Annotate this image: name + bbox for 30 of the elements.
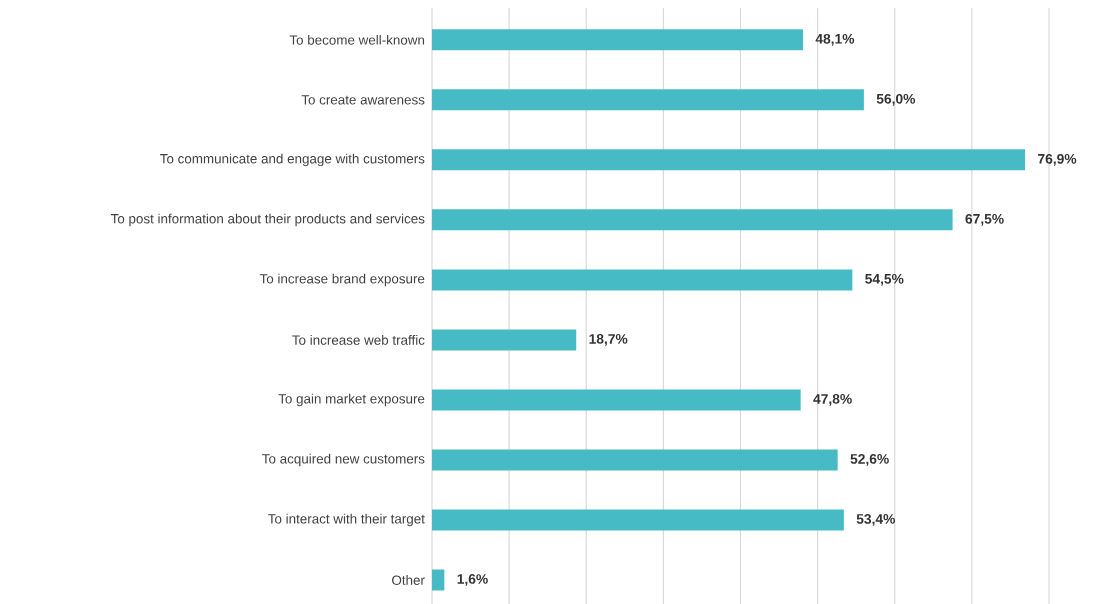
data-label: 48,1%	[815, 33, 855, 46]
data-label: 52,6%	[850, 454, 889, 466]
data-label: 67,5%	[965, 213, 1004, 226]
y-tick-label: To gain market exposure	[278, 393, 425, 407]
y-tick-label: To acquired new customers	[262, 453, 425, 467]
data-label: 76,9%	[1038, 153, 1077, 166]
bar	[432, 149, 1026, 171]
y-tick-label: To increase web traffic	[292, 335, 425, 345]
bar	[432, 269, 853, 291]
bar	[432, 29, 803, 51]
y-tick-label: Other	[392, 575, 425, 585]
bar	[432, 209, 953, 231]
bar	[432, 509, 844, 531]
data-label: 54,5%	[865, 274, 904, 286]
y-tick-label: To increase brand exposure	[259, 273, 425, 287]
bar	[432, 569, 445, 591]
bar	[432, 89, 864, 111]
y-tick-label: To interact with their target	[268, 513, 425, 527]
data-label: 1,6%	[457, 574, 488, 586]
y-tick-label: To post information about their products and services	[110, 213, 425, 227]
data-label: 47,8%	[813, 394, 852, 406]
bar	[432, 449, 838, 471]
bar	[432, 329, 577, 351]
bar	[432, 389, 801, 411]
y-tick-label: To create awareness	[301, 95, 425, 105]
y-tick-label: To communicate and engage with customers	[160, 153, 425, 167]
y-tick-label: To become well-known	[289, 34, 425, 45]
data-label: 53,4%	[856, 514, 896, 526]
data-label: 18,7%	[589, 334, 628, 346]
data-label: 56,0%	[876, 93, 916, 106]
